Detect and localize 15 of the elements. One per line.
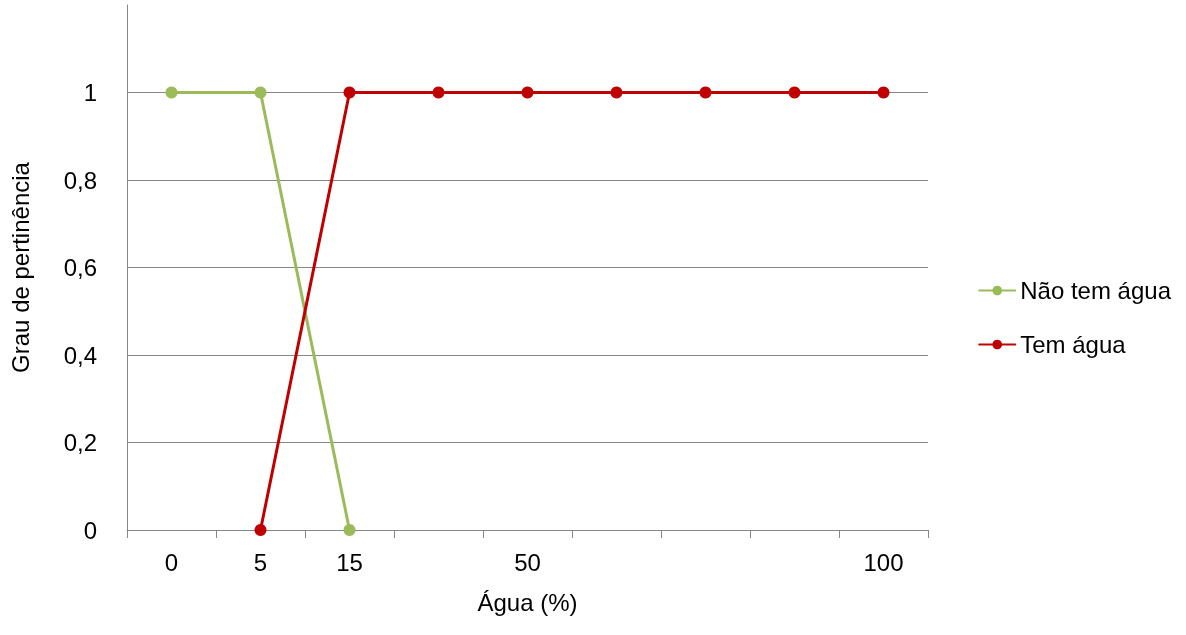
y-axis-title: Grau de pertinência (6, 161, 34, 373)
y-tick-label: 0,6 (63, 254, 97, 281)
y-tick-label: 1 (83, 79, 97, 106)
legend-label: Tem água (1020, 331, 1127, 358)
x-tick-label: 15 (336, 548, 363, 576)
y-tick-label: 0,4 (63, 341, 97, 369)
x-tick-label: 5 (253, 548, 268, 576)
legend-label: Não tem água (1020, 277, 1172, 304)
x-tick-label: 100 (863, 548, 904, 576)
y-tick-label: 0,8 (63, 166, 97, 194)
x-tick-label: 0 (164, 548, 179, 576)
y-tick-label: 0 (83, 516, 97, 544)
y-tick-label: 0,2 (63, 429, 97, 456)
x-axis-title: Água (%) (477, 588, 578, 616)
x-tick-label: 50 (514, 548, 541, 576)
